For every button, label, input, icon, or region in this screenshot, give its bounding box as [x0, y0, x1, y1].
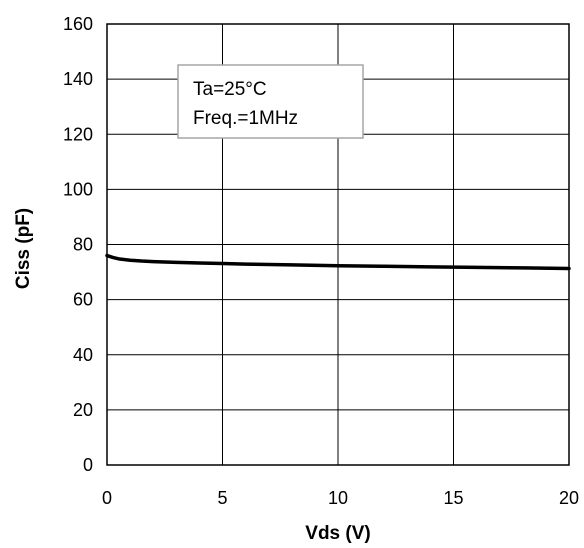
- x-tick-label: 5: [217, 488, 227, 508]
- annotation-temperature: Ta=25°C: [193, 79, 267, 100]
- y-tick-label: 60: [73, 290, 93, 310]
- x-tick-label: 15: [443, 488, 463, 508]
- x-tick-label: 20: [559, 488, 579, 508]
- x-axis-label: Vds (V): [305, 523, 370, 544]
- y-axis-label: Ciss (pF): [13, 208, 34, 289]
- x-tick-labels: 0 5 10 15 20: [102, 488, 579, 508]
- y-tick-label: 120: [63, 124, 93, 144]
- y-tick-label: 20: [73, 400, 93, 420]
- y-tick-label: 160: [63, 14, 93, 34]
- series-line-0: [105, 253, 571, 271]
- annotation-frequency: Freq.=1MHz: [193, 108, 298, 129]
- y-tick-label: 100: [63, 179, 93, 199]
- y-tick-label: 80: [73, 235, 93, 255]
- y-tick-labels: 0 20 40 60 80 100 120 140 160: [63, 14, 93, 475]
- x-tick-label: 0: [102, 488, 112, 508]
- plot-frame: [106, 23, 570, 466]
- y-tick-label: 40: [73, 345, 93, 365]
- x-tick-label: 10: [328, 488, 348, 508]
- y-tick-label: 140: [63, 69, 93, 89]
- y-tick-label: 0: [83, 455, 93, 475]
- annotation-box: Ta=25°C Freq.=1MHz: [177, 64, 364, 139]
- series-layer: [105, 253, 571, 271]
